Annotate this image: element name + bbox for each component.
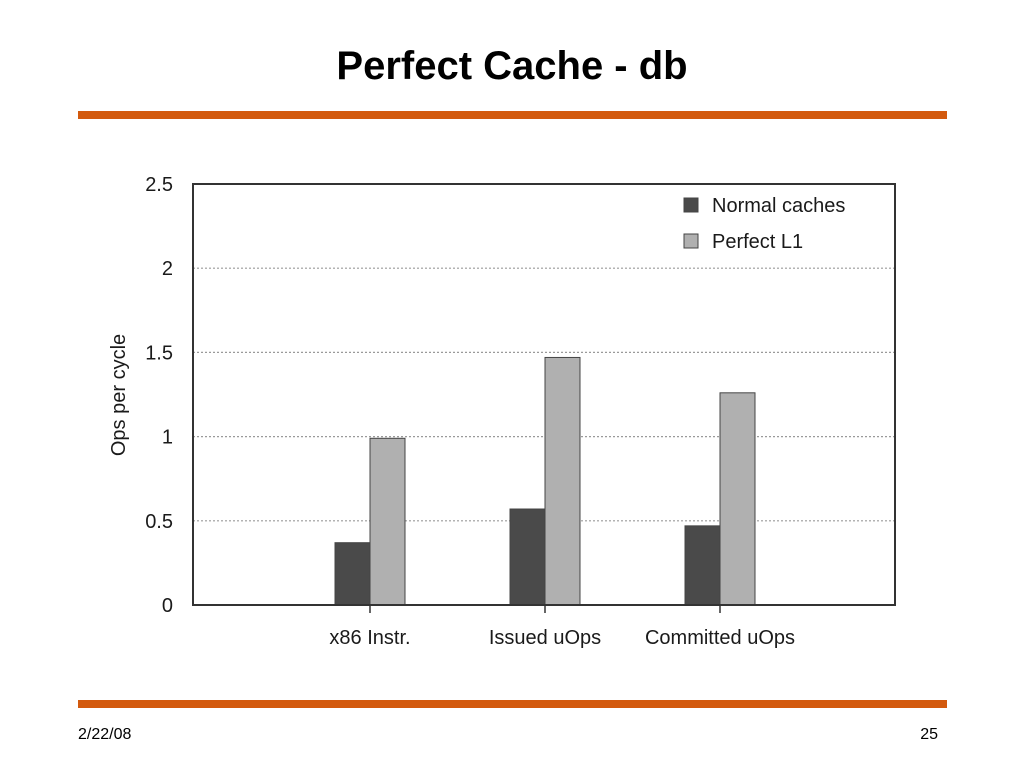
bar-perfect-l1 xyxy=(544,356,581,606)
y-tick-label: 1.5 xyxy=(145,342,173,364)
y-tick-label: 0 xyxy=(162,595,173,617)
bar-perfect-l1 xyxy=(719,392,756,606)
legend-swatch xyxy=(683,233,699,249)
footer-date: 2/22/08 xyxy=(78,726,132,743)
bar-normal-caches xyxy=(509,508,546,606)
y-tick-label: 2 xyxy=(162,258,173,280)
y-tick-label: 1 xyxy=(162,427,173,449)
footer-page-number: 25 xyxy=(920,726,938,743)
x-tick-label: Committed uOps xyxy=(645,627,795,649)
grid-lines xyxy=(193,267,895,522)
x-tick-label: Issued uOps xyxy=(489,627,601,649)
legend-label: Perfect L1 xyxy=(712,231,803,253)
bar-normal-caches xyxy=(684,525,721,606)
axis-ticks: 0 0.5 1 1.5 2 2.5 x86 Instr. Issued uOps Committ… xyxy=(145,174,795,649)
bar-perfect-l1 xyxy=(369,437,406,606)
plot-frame xyxy=(192,183,896,606)
bars xyxy=(334,356,756,606)
footer-divider xyxy=(78,700,947,708)
y-tick-label: 0.5 xyxy=(145,511,173,533)
bar-normal-caches xyxy=(334,542,371,606)
legend-swatch xyxy=(683,197,699,213)
legend-label: Normal caches xyxy=(712,195,845,217)
x-tick-label: x86 Instr. xyxy=(329,627,410,649)
title-divider xyxy=(78,111,947,119)
y-axis-label: Ops per cycle xyxy=(108,334,130,456)
y-tick-label: 2.5 xyxy=(145,174,173,196)
slide-title: Perfect Cache - db xyxy=(336,44,688,88)
legend: Normal caches Perfect L1 xyxy=(683,195,845,253)
